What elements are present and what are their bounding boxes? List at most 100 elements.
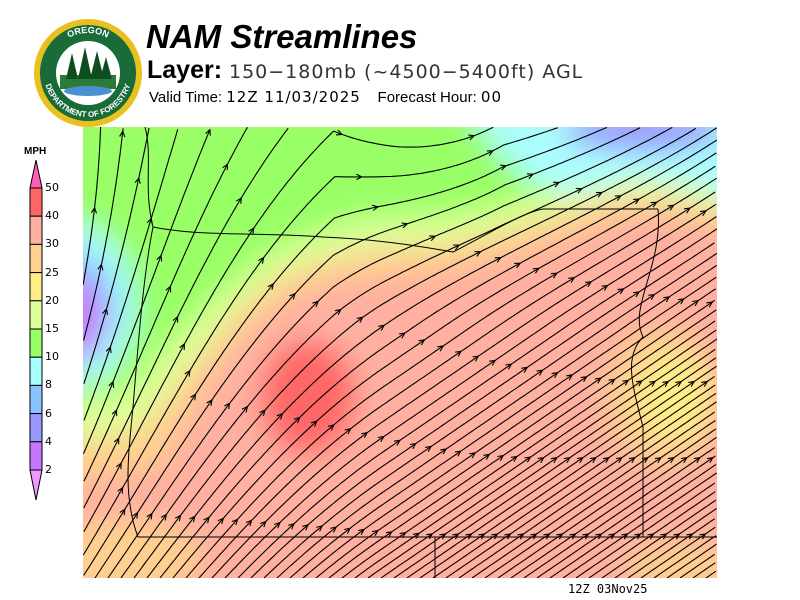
streamline-arrow: [312, 300, 320, 308]
streamline-arrow: [356, 316, 364, 323]
streamline-arrow: [589, 456, 597, 464]
streamline-arrow: [469, 452, 477, 459]
streamline-arrow: [174, 514, 182, 522]
streamline: [211, 203, 717, 578]
streamline: [83, 127, 289, 509]
colorbar-label: 20: [45, 293, 59, 307]
streamline: [380, 348, 716, 578]
streamline: [458, 401, 717, 578]
streamline-arrow: [595, 191, 604, 198]
streamline-arrow: [521, 366, 529, 373]
streamline-arrow: [677, 298, 685, 305]
streamline-arrow: [568, 277, 576, 283]
colorbar-label: 25: [45, 265, 59, 279]
streamline-arrow: [662, 380, 670, 387]
streamline-arrow: [259, 409, 266, 417]
streamline-arrow: [102, 307, 109, 315]
streamline-arrow: [344, 427, 352, 435]
streamline: [640, 526, 716, 578]
streamline-arrow: [706, 456, 714, 464]
streamline-arrow: [371, 529, 379, 537]
colorbar-segment: [29, 300, 43, 330]
streamline: [276, 264, 717, 578]
streamline: [549, 464, 717, 578]
streamline-arrow: [628, 456, 636, 464]
streamline-arrow: [189, 515, 196, 523]
streamline-arrow: [231, 518, 239, 526]
streamline-arrow: [235, 196, 242, 204]
streamline-arrow: [172, 315, 179, 323]
streamline: [83, 127, 608, 576]
streamline-arrow: [556, 533, 564, 540]
streamline-arrow: [654, 456, 662, 464]
streamline: [562, 472, 717, 578]
streamline: [83, 127, 102, 286]
streamline-arrow: [399, 531, 407, 539]
colorbar-label: 15: [45, 322, 59, 335]
streamline-arrow: [566, 374, 574, 381]
streamline-arrow: [537, 456, 545, 464]
streamline-arrow: [576, 456, 584, 464]
streamline-arrow: [530, 533, 538, 540]
streamline-arrow: [453, 244, 461, 251]
colorbar-segment: [29, 243, 43, 274]
streamline-arrow: [378, 324, 386, 331]
layer-label: Layer:: [147, 56, 223, 84]
streamline: [159, 152, 717, 578]
streamline: [133, 127, 717, 578]
streamline-arrow: [259, 520, 267, 528]
streamline-arrow: [105, 345, 112, 354]
streamline-arrow: [426, 533, 434, 540]
streamline-arrow: [289, 292, 296, 300]
streamline-arrow: [649, 380, 657, 387]
streamline-arrow: [650, 201, 658, 208]
streamline-arrow: [440, 448, 448, 455]
colorbar-over-triangle: [29, 160, 43, 189]
streamline: [445, 392, 717, 578]
streamline-arrow: [245, 519, 253, 527]
streamline: [367, 338, 717, 578]
streamline-arrow: [594, 377, 602, 384]
streamline-arrow: [439, 533, 447, 540]
streamline-arrow: [552, 181, 561, 188]
streamline-arrow: [701, 380, 709, 387]
streamline-arrow: [429, 235, 437, 242]
streamline-arrow: [601, 284, 609, 291]
streamline-arrow: [667, 456, 675, 464]
streamline-arrow: [472, 355, 480, 362]
streamline-arrow: [614, 195, 622, 202]
streamline-arrow: [357, 528, 366, 535]
streamline-arrow: [165, 285, 172, 293]
streamline: [692, 562, 716, 578]
streamline: [523, 447, 716, 578]
streamline: [83, 127, 248, 482]
streamline-arrow: [688, 380, 696, 387]
streamline-arrow: [633, 291, 641, 298]
streamline-arrow: [706, 301, 714, 308]
streamline-arrow: [119, 130, 126, 138]
streamline-arrow: [454, 450, 462, 457]
valid-time-info: Valid Time: 12Z 11/03/2025 Forecast Hour…: [149, 88, 502, 106]
streamline: [341, 320, 716, 578]
streamline-arrow: [334, 308, 342, 316]
streamline-arrow: [115, 462, 122, 470]
streamline-arrow: [663, 296, 671, 303]
streamline-arrow: [190, 393, 197, 401]
valid-time-value: 12Z 11/03/2025: [226, 88, 361, 106]
streamline: [679, 553, 716, 578]
streamline-arrow: [582, 533, 590, 540]
streamline-arrow: [385, 531, 393, 538]
streamline-arrow: [505, 363, 513, 370]
streamline-arrow: [595, 533, 603, 540]
streamline-arrow: [113, 437, 120, 445]
streamline-arrow: [692, 299, 700, 307]
streamline-arrow: [585, 281, 593, 288]
streamline-arrow: [293, 416, 301, 424]
streamline: [107, 127, 673, 578]
streamline-arrow: [526, 173, 535, 180]
streamline-arrow: [673, 533, 681, 540]
streamline: [289, 276, 717, 578]
colorbar-label: 10: [45, 350, 59, 364]
streamline-arrow: [108, 380, 115, 388]
streamline-arrow: [474, 251, 482, 257]
